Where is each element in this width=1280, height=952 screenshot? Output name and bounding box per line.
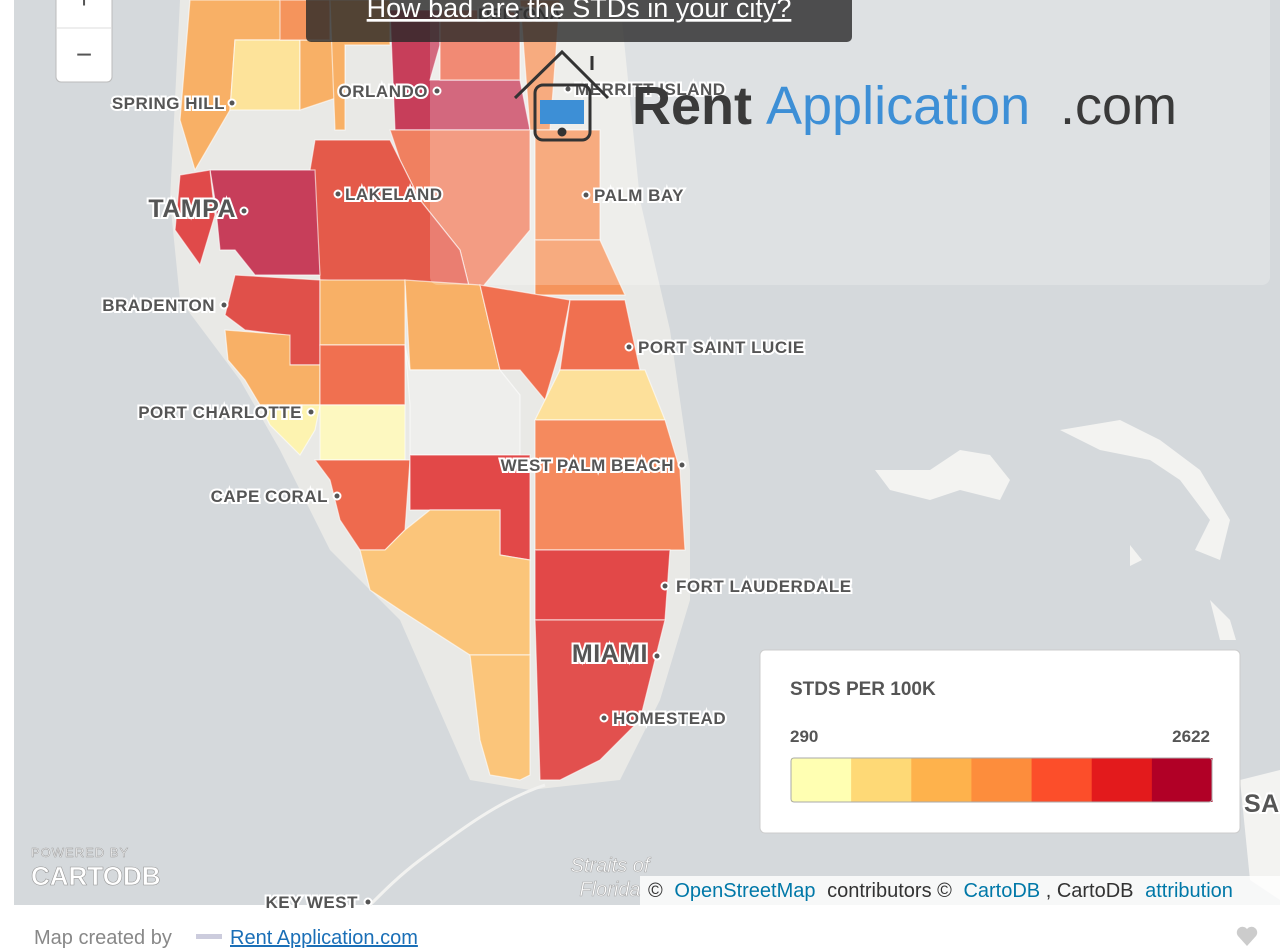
cartodb-logo: CARTODB — [31, 861, 161, 891]
county — [259, 404, 321, 456]
county — [319, 279, 406, 346]
city-label: TAMPA — [148, 195, 236, 223]
attr-text: contributors © — [827, 880, 952, 902]
county — [319, 404, 406, 461]
city-label: WEST PALM BEACH — [501, 456, 674, 475]
legend-swatch — [971, 758, 1033, 802]
attribution: © OpenStreetMap contributors © CartoDB ,… — [648, 880, 1233, 902]
county — [174, 169, 216, 267]
footer-link[interactable]: Rent Application.com — [230, 927, 418, 949]
city-dot — [652, 651, 662, 661]
logo-application: Application — [766, 76, 1030, 136]
title-link[interactable]: How bad are the STDs in your city? — [367, 0, 792, 23]
footer-text: Map created by — [34, 927, 172, 949]
legend-frame — [790, 757, 1213, 803]
island — [875, 450, 1010, 500]
legend-swatch — [1031, 758, 1093, 802]
county — [534, 419, 686, 551]
city-label: CAPE CORAL — [211, 487, 328, 506]
city-label: LAKELAND — [345, 185, 443, 204]
county — [469, 654, 531, 781]
city-label: PORT CHARLOTTE — [138, 403, 302, 422]
logo-panel — [430, 0, 1270, 285]
attr-text: © — [648, 880, 663, 902]
city-dot — [239, 206, 249, 216]
city-label: FORT LAUDERDALE — [676, 577, 852, 596]
city-dot — [599, 713, 609, 723]
like-heart[interactable] — [1236, 926, 1258, 946]
land — [170, 0, 1280, 900]
county — [404, 344, 521, 456]
logo-icon — [513, 49, 610, 142]
legend-scale — [790, 757, 1213, 803]
city-dot — [677, 460, 687, 470]
water-label: Straits of — [571, 855, 652, 877]
city-dot — [563, 84, 573, 94]
city-label: PORT SAINT LUCIE — [638, 338, 805, 357]
attr-link[interactable]: attribution — [1145, 880, 1233, 902]
city-label: HOMESTEAD — [613, 709, 726, 728]
legend-swatch — [851, 758, 912, 802]
county — [359, 509, 531, 656]
county — [319, 344, 406, 406]
city-label: BRADENTON — [102, 296, 215, 315]
keys — [368, 783, 546, 907]
legend-max: 2622 — [1172, 727, 1210, 746]
city-dot — [581, 190, 591, 200]
legend-swatch — [791, 758, 852, 802]
attr-link[interactable]: OpenStreetMap — [674, 880, 815, 902]
attr-link[interactable]: CartoDB — [963, 880, 1040, 902]
logo-rent: Rent — [632, 76, 752, 136]
legend-swatch — [1091, 758, 1153, 802]
city-label: SA — [1244, 790, 1280, 818]
county — [229, 39, 301, 111]
legend-title: STDS PER 100K — [790, 679, 936, 700]
logo-com: .com — [1060, 76, 1177, 136]
water-label: Florida — [579, 879, 640, 901]
city-label: ORLANDO — [339, 82, 428, 101]
footer-icon — [196, 934, 222, 939]
attr-text: , CartoDB — [1046, 880, 1134, 902]
city-label: PALM BAY — [594, 186, 684, 205]
county — [534, 619, 666, 781]
legend-swatch — [1151, 758, 1213, 802]
city-dot — [660, 581, 670, 591]
city-dot — [219, 300, 229, 310]
city-label: MERRITT ISLAND — [575, 80, 726, 99]
island — [1240, 770, 1280, 900]
city-label: KEY WEST — [266, 893, 359, 912]
city-dot — [332, 491, 342, 501]
city-dot — [432, 86, 442, 96]
city-dot — [333, 189, 343, 199]
city-label: MIAMI — [572, 640, 648, 668]
island — [1210, 600, 1236, 640]
city-dot — [624, 342, 634, 352]
title-bar — [306, 0, 852, 42]
legend-min: 290 — [790, 727, 818, 746]
zoom-in[interactable]: + — [76, 0, 92, 14]
county — [209, 169, 321, 276]
legend-swatch — [911, 758, 972, 802]
island — [1060, 420, 1230, 560]
city-dot — [227, 98, 237, 108]
county — [534, 549, 671, 621]
island — [1130, 545, 1142, 566]
zoom-out[interactable]: − — [76, 39, 92, 70]
legend-box — [759, 649, 1241, 834]
city-dot — [306, 407, 316, 417]
city-dot — [363, 897, 373, 907]
city-label: SPRING HILL — [112, 94, 225, 113]
powered-by: POWERED BY — [31, 845, 129, 860]
zoom-control — [55, 0, 113, 83]
attribution-bg — [640, 876, 1280, 905]
